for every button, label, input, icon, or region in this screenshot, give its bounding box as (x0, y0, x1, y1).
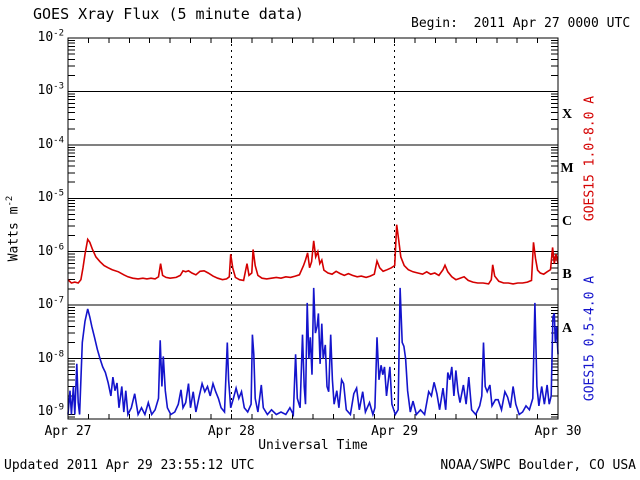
y-axis-label: Watts m-2 (5, 169, 22, 289)
series-short (67, 287, 559, 418)
flare-class-C: C (561, 214, 573, 229)
y-axis-label-exp: -2 (5, 195, 16, 207)
flare-class-B: B (562, 267, 572, 283)
y-axis-label-base: Watts m (6, 206, 22, 262)
updated-timestamp: Updated 2011 Apr 29 23:55:12 UTC (4, 458, 255, 473)
flare-class-M: M (560, 160, 574, 176)
y-tick-label: 10-2 (37, 28, 65, 45)
y-tick-label: 10-8 (37, 349, 65, 366)
series-label-short-band: GOES15 0.5-4.0 A (582, 275, 598, 402)
x-tick-label: Apr 30 (534, 424, 582, 439)
y-tick-label: 10-5 (37, 188, 65, 206)
begin-label: Begin: 2011 Apr 27 0000 UTC (411, 16, 631, 31)
x-tick-label: Apr 27 (44, 424, 92, 439)
credit-text: NOAA/SWPC Boulder, CO USA (440, 458, 636, 473)
series-label-long-band: GOES15 1.0-8.0 A (582, 95, 598, 222)
flare-class-A: A (561, 320, 573, 336)
flare-class-X: X (561, 107, 573, 123)
x-tick-label: Apr 29 (371, 424, 419, 439)
y-tick-label: 10-4 (37, 135, 65, 152)
chart-title: GOES Xray Flux (5 minute data) (33, 5, 304, 23)
y-tick-label: 10-9 (37, 402, 65, 419)
y-tick-label: 10-6 (37, 242, 65, 259)
x-axis-label: Universal Time (258, 438, 368, 453)
y-tick-label: 10-3 (37, 82, 65, 99)
plot-frame (67, 37, 559, 420)
series-long (67, 224, 559, 285)
x-tick-label: Apr 28 (207, 424, 255, 439)
y-tick-label: 10-7 (37, 295, 65, 313)
